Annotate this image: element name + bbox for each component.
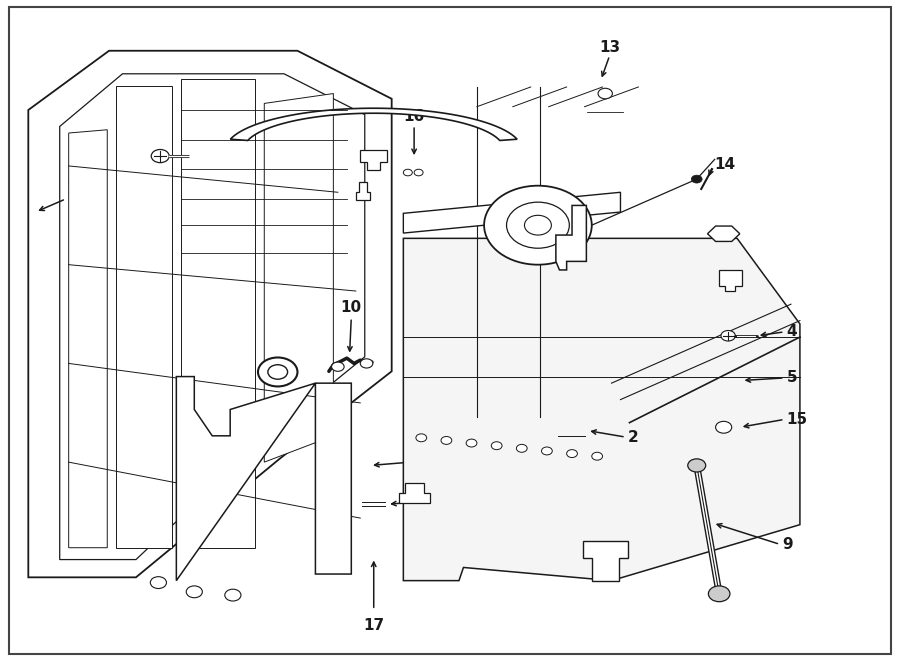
Polygon shape (399, 483, 430, 503)
Polygon shape (68, 130, 107, 548)
Circle shape (466, 439, 477, 447)
Text: 16: 16 (403, 109, 425, 124)
Text: 7: 7 (142, 154, 153, 169)
Text: 8: 8 (479, 379, 490, 394)
Text: 13: 13 (599, 40, 620, 55)
Text: 9: 9 (782, 537, 793, 552)
Circle shape (507, 202, 570, 249)
Text: 17: 17 (364, 618, 384, 633)
Text: 3: 3 (273, 318, 283, 332)
Circle shape (716, 421, 732, 433)
Circle shape (403, 169, 412, 176)
Circle shape (484, 186, 592, 264)
Polygon shape (59, 74, 364, 560)
Polygon shape (583, 541, 627, 580)
Circle shape (331, 362, 344, 371)
Circle shape (150, 576, 166, 588)
Text: 14: 14 (715, 157, 736, 172)
Circle shape (721, 330, 735, 341)
Text: 6: 6 (238, 180, 249, 194)
Polygon shape (176, 377, 351, 580)
Circle shape (691, 175, 702, 183)
Circle shape (186, 586, 202, 598)
Polygon shape (116, 86, 172, 548)
Polygon shape (360, 150, 387, 170)
Text: 1: 1 (66, 182, 77, 196)
Polygon shape (28, 51, 392, 577)
Circle shape (416, 434, 427, 442)
Polygon shape (556, 206, 587, 270)
Text: 15: 15 (787, 412, 807, 427)
Circle shape (268, 365, 288, 379)
Circle shape (491, 442, 502, 449)
Circle shape (441, 436, 452, 444)
Text: 5: 5 (787, 370, 797, 385)
Circle shape (592, 452, 602, 460)
Text: 12: 12 (423, 494, 445, 509)
Circle shape (258, 358, 298, 387)
Polygon shape (707, 226, 740, 241)
Polygon shape (181, 79, 256, 548)
Polygon shape (265, 94, 333, 462)
Circle shape (598, 89, 612, 98)
Polygon shape (719, 270, 742, 291)
Text: 2: 2 (627, 430, 638, 445)
Polygon shape (403, 239, 800, 580)
Circle shape (360, 359, 373, 368)
Polygon shape (403, 192, 620, 233)
Circle shape (225, 589, 241, 601)
Circle shape (517, 444, 527, 452)
Circle shape (708, 586, 730, 602)
Circle shape (542, 447, 553, 455)
Circle shape (567, 449, 578, 457)
Text: 10: 10 (341, 300, 362, 315)
Circle shape (688, 459, 706, 472)
Polygon shape (230, 108, 518, 141)
Text: 4: 4 (787, 325, 797, 339)
Text: 11: 11 (412, 455, 433, 470)
Circle shape (151, 149, 169, 163)
Polygon shape (356, 182, 370, 200)
Circle shape (414, 169, 423, 176)
Circle shape (525, 215, 552, 235)
